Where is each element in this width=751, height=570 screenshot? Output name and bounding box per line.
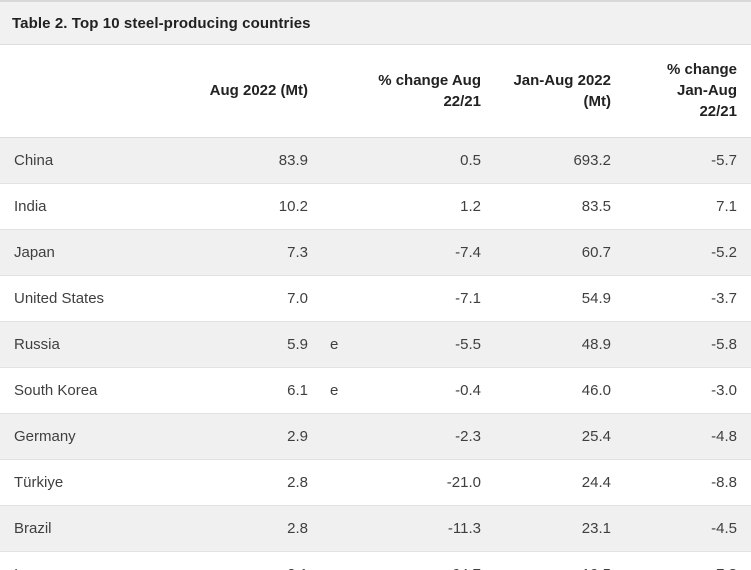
table-row-south-korea: South Korea 6.1 e -0.4 46.0 -3.0 — [0, 367, 751, 414]
col-header-aug-2022-mt: Aug 2022 (Mt) — [195, 45, 322, 138]
estimate-marker-cell — [322, 505, 362, 552]
table-row-united-states: United States 7.0 -7.1 54.9 -3.7 — [0, 275, 751, 322]
pct-change-jan-aug-cell: -5.7 — [625, 137, 751, 184]
table-title: Table 2. Top 10 steel-producing countrie… — [12, 14, 311, 32]
country-cell: South Korea — [0, 367, 195, 414]
pct-change-jan-aug-cell: -4.8 — [625, 413, 751, 460]
col-header-country — [0, 45, 195, 138]
country-cell: Türkiye — [0, 459, 195, 506]
table-row-brazil: Brazil 2.8 -11.3 23.1 -4.5 — [0, 505, 751, 552]
pct-change-jan-aug-cell: -5.8 — [625, 321, 751, 368]
table-row-india: India 10.2 1.2 83.5 7.1 — [0, 183, 751, 230]
estimate-marker-cell — [322, 137, 362, 184]
jan-aug-mt-cell: 46.0 — [495, 367, 625, 414]
aug-mt-cell: 2.9 — [195, 413, 322, 460]
steel-production-table: Aug 2022 (Mt) % change Aug 22/21 Jan-Aug… — [0, 45, 751, 570]
aug-mt-cell: 5.9 — [195, 321, 322, 368]
pct-change-jan-aug-cell: -3.0 — [625, 367, 751, 414]
aug-mt-cell: 7.3 — [195, 229, 322, 276]
country-cell: China — [0, 137, 195, 184]
country-cell: Iran — [0, 551, 195, 570]
pct-change-aug-cell: 1.2 — [362, 183, 495, 230]
aug-mt-cell: 10.2 — [195, 183, 322, 230]
country-cell: United States — [0, 275, 195, 322]
table-row-iran: Iran 2.1 64.7 19.5 7.8 — [0, 551, 751, 570]
country-cell: Japan — [0, 229, 195, 276]
jan-aug-mt-cell: 24.4 — [495, 459, 625, 506]
pct-change-jan-aug-cell: -5.2 — [625, 229, 751, 276]
estimate-marker-cell — [322, 229, 362, 276]
aug-mt-cell: 6.1 — [195, 367, 322, 414]
col-header-pct-change-aug: % change Aug 22/21 — [362, 45, 495, 138]
country-cell: Brazil — [0, 505, 195, 552]
aug-mt-cell: 7.0 — [195, 275, 322, 322]
estimate-marker-cell — [322, 183, 362, 230]
estimate-marker-cell — [322, 413, 362, 460]
table-row-china: China 83.9 0.5 693.2 -5.7 — [0, 137, 751, 184]
jan-aug-mt-cell: 19.5 — [495, 551, 625, 570]
table-title-bar: Table 2. Top 10 steel-producing countrie… — [0, 0, 751, 45]
pct-change-aug-cell: -2.3 — [362, 413, 495, 460]
aug-mt-cell: 83.9 — [195, 137, 322, 184]
pct-change-aug-cell: -0.4 — [362, 367, 495, 414]
pct-change-jan-aug-cell: 7.8 — [625, 551, 751, 570]
jan-aug-mt-cell: 25.4 — [495, 413, 625, 460]
aug-mt-cell: 2.8 — [195, 459, 322, 506]
col-header-estimate-marker — [322, 45, 362, 138]
pct-change-aug-cell: -7.4 — [362, 229, 495, 276]
pct-change-aug-cell: 64.7 — [362, 551, 495, 570]
table-header-row: Aug 2022 (Mt) % change Aug 22/21 Jan-Aug… — [0, 45, 751, 138]
country-cell: Russia — [0, 321, 195, 368]
col-header-jan-aug-2022-mt: Jan-Aug 2022 (Mt) — [495, 45, 625, 138]
aug-mt-cell: 2.8 — [195, 505, 322, 552]
country-cell: Germany — [0, 413, 195, 460]
pct-change-aug-cell: -21.0 — [362, 459, 495, 506]
pct-change-jan-aug-cell: -4.5 — [625, 505, 751, 552]
col-header-pct-change-jan-aug: % change Jan-Aug 22/21 — [625, 45, 751, 138]
jan-aug-mt-cell: 48.9 — [495, 321, 625, 368]
table-row-japan: Japan 7.3 -7.4 60.7 -5.2 — [0, 229, 751, 276]
jan-aug-mt-cell: 54.9 — [495, 275, 625, 322]
estimate-marker-cell: e — [322, 367, 362, 414]
pct-change-aug-cell: -7.1 — [362, 275, 495, 322]
country-cell: India — [0, 183, 195, 230]
aug-mt-cell: 2.1 — [195, 551, 322, 570]
estimate-marker-cell — [322, 551, 362, 570]
estimate-marker-cell — [322, 459, 362, 506]
jan-aug-mt-cell: 23.1 — [495, 505, 625, 552]
table-row-russia: Russia 5.9 e -5.5 48.9 -5.8 — [0, 321, 751, 368]
jan-aug-mt-cell: 60.7 — [495, 229, 625, 276]
table-row-turkiye: Türkiye 2.8 -21.0 24.4 -8.8 — [0, 459, 751, 506]
pct-change-jan-aug-cell: -8.8 — [625, 459, 751, 506]
pct-change-jan-aug-cell: 7.1 — [625, 183, 751, 230]
pct-change-aug-cell: -11.3 — [362, 505, 495, 552]
pct-change-aug-cell: 0.5 — [362, 137, 495, 184]
table-body: China 83.9 0.5 693.2 -5.7 India 10.2 1.2… — [0, 137, 751, 570]
table-row-germany: Germany 2.9 -2.3 25.4 -4.8 — [0, 413, 751, 460]
pct-change-jan-aug-cell: -3.7 — [625, 275, 751, 322]
pct-change-aug-cell: -5.5 — [362, 321, 495, 368]
jan-aug-mt-cell: 693.2 — [495, 137, 625, 184]
estimate-marker-cell: e — [322, 321, 362, 368]
jan-aug-mt-cell: 83.5 — [495, 183, 625, 230]
estimate-marker-cell — [322, 275, 362, 322]
